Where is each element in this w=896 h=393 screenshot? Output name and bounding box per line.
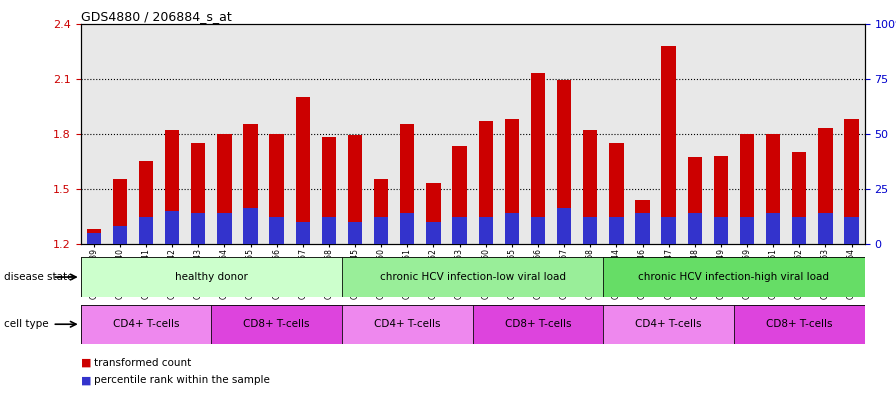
Bar (139, 217, 153, 244)
Bar (844, 119, 858, 244)
Bar (139, 161, 153, 244)
Bar (473, 305, 603, 344)
Bar (322, 137, 336, 244)
Bar (557, 208, 572, 244)
Bar (603, 305, 734, 344)
Bar (530, 73, 545, 244)
Bar (792, 217, 806, 244)
Bar (191, 143, 205, 244)
Bar (87, 233, 101, 244)
Bar (766, 213, 780, 244)
Bar (504, 213, 519, 244)
Bar (740, 134, 754, 244)
Bar (504, 119, 519, 244)
Bar (635, 213, 650, 244)
Bar (211, 305, 342, 344)
Bar (687, 158, 702, 244)
Bar (165, 130, 179, 244)
Bar (792, 152, 806, 244)
Bar (296, 97, 310, 244)
Bar (661, 46, 676, 244)
Bar (714, 156, 728, 244)
Bar (81, 257, 342, 297)
Bar (81, 305, 211, 344)
Text: CD4+ T-cells: CD4+ T-cells (635, 319, 702, 329)
Bar (217, 213, 231, 244)
Bar (342, 305, 473, 344)
Bar (270, 134, 284, 244)
Bar (818, 128, 832, 244)
Bar (87, 229, 101, 244)
Text: cell type: cell type (4, 319, 49, 329)
Bar (603, 257, 865, 297)
Bar (478, 217, 493, 244)
Bar (714, 217, 728, 244)
Text: chronic HCV infection-high viral load: chronic HCV infection-high viral load (639, 272, 830, 282)
Bar (342, 257, 603, 297)
Bar (478, 121, 493, 244)
Bar (401, 125, 415, 244)
Text: percentile rank within the sample: percentile rank within the sample (94, 375, 270, 385)
Bar (844, 217, 858, 244)
Bar (818, 213, 832, 244)
Text: CD4+ T-cells: CD4+ T-cells (374, 319, 441, 329)
Bar (609, 217, 624, 244)
Bar (322, 217, 336, 244)
Bar (635, 200, 650, 244)
Bar (217, 134, 231, 244)
Text: ■: ■ (81, 375, 95, 385)
Bar (766, 134, 780, 244)
Text: transformed count: transformed count (94, 358, 192, 367)
Text: CD8+ T-cells: CD8+ T-cells (244, 319, 310, 329)
Bar (452, 147, 467, 244)
Bar (609, 143, 624, 244)
Bar (374, 217, 388, 244)
Bar (296, 222, 310, 244)
Text: healthy donor: healthy donor (175, 272, 248, 282)
Bar (244, 125, 258, 244)
Bar (557, 81, 572, 244)
Bar (165, 211, 179, 244)
Bar (687, 213, 702, 244)
Bar (583, 217, 598, 244)
Bar (401, 213, 415, 244)
Bar (191, 213, 205, 244)
Text: chronic HCV infection-low viral load: chronic HCV infection-low viral load (380, 272, 565, 282)
Bar (661, 217, 676, 244)
Bar (244, 208, 258, 244)
Text: CD4+ T-cells: CD4+ T-cells (113, 319, 179, 329)
Text: CD8+ T-cells: CD8+ T-cells (766, 319, 832, 329)
Text: disease state: disease state (4, 272, 74, 282)
Bar (740, 217, 754, 244)
Bar (583, 130, 598, 244)
Bar (113, 226, 127, 244)
Text: GDS4880 / 206884_s_at: GDS4880 / 206884_s_at (81, 10, 231, 23)
Bar (348, 222, 362, 244)
Bar (426, 183, 441, 244)
Bar (734, 305, 865, 344)
Bar (530, 217, 545, 244)
Bar (348, 136, 362, 244)
Bar (426, 222, 441, 244)
Bar (270, 217, 284, 244)
Bar (374, 180, 388, 244)
Bar (452, 217, 467, 244)
Text: ■: ■ (81, 358, 95, 367)
Text: CD8+ T-cells: CD8+ T-cells (504, 319, 572, 329)
Bar (113, 180, 127, 244)
